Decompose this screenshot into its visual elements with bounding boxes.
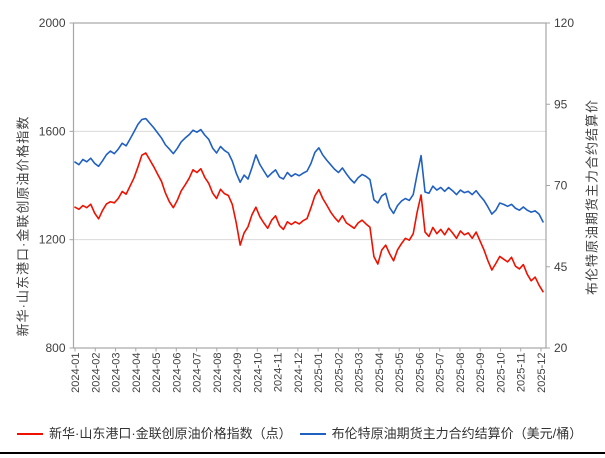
x-tick-label: 2025-11	[516, 353, 528, 393]
left-tick-label: 1200	[39, 233, 66, 247]
legend-label-index: 新华·山东港口·金联创原油价格指数（点）	[49, 426, 292, 441]
x-tick-label: 2025-02	[333, 353, 345, 393]
x-tick-label: 2025-09	[475, 353, 487, 393]
left-axis-title: 新华·山东港口·金联创原油价格指数	[15, 115, 31, 337]
x-tick-label: 2025-03	[354, 353, 366, 393]
x-tick-label: 2024-08	[212, 353, 224, 393]
x-tick-label: 2025-08	[455, 353, 467, 393]
legend: 新华·山东港口·金联创原油价格指数（点） 布伦特原油期货主力合约结算价（美元/桶…	[17, 425, 605, 443]
x-tick-label: 2024-03	[111, 353, 123, 393]
red-line-swatch-icon	[17, 433, 43, 435]
brent-series-line	[74, 117, 544, 223]
x-tick-label: 2024-07	[192, 353, 204, 393]
x-tick-label: 2024-06	[171, 353, 183, 393]
x-tick-label: 2024-05	[151, 353, 163, 393]
x-tick-label: 2025-06	[414, 353, 426, 393]
legend-label-brent: 布伦特原油期货主力合约结算价（美元/桶）	[331, 426, 583, 441]
legend-item-brent: 布伦特原油期货主力合约结算价（美元/桶）	[299, 425, 583, 443]
right-tick-label: 95	[554, 97, 568, 111]
x-tick-label: 2025-01	[313, 353, 325, 393]
x-tick-label: 2024-11	[273, 353, 285, 393]
x-tick-label: 2024-02	[90, 353, 102, 393]
x-tick-label: 2025-10	[495, 353, 507, 393]
x-tick-label: 2024-04	[131, 353, 143, 393]
x-tick-label: 2024-10	[252, 353, 264, 393]
x-tick-label: 2025-05	[394, 353, 406, 393]
left-tick-label: 1600	[39, 124, 66, 138]
blue-line-swatch-icon	[299, 433, 326, 435]
right-tick-label: 120	[554, 16, 574, 30]
x-tick-label: 2025-04	[374, 353, 386, 393]
legend-item-index: 新华·山东港口·金联创原油价格指数（点）	[17, 425, 292, 443]
x-tick-label: 2024-09	[232, 353, 244, 393]
left-tick-label: 2000	[39, 16, 66, 30]
right-axis-title: 布伦特原油期货主力合约结算价	[584, 98, 600, 296]
index-series-line	[74, 152, 544, 293]
x-tick-label: 2024-01	[70, 353, 82, 393]
left-tick-label: 800	[45, 341, 65, 355]
x-tick-label: 2025-12	[536, 353, 548, 393]
x-tick-label: 2025-07	[435, 353, 447, 393]
x-tick-label: 2024-12	[293, 353, 305, 393]
right-tick-label: 45	[554, 260, 568, 274]
right-tick-label: 70	[554, 179, 568, 193]
bottom-border-line	[0, 452, 605, 454]
right-tick-label: 20	[554, 341, 568, 355]
plot-frame	[72, 22, 547, 349]
